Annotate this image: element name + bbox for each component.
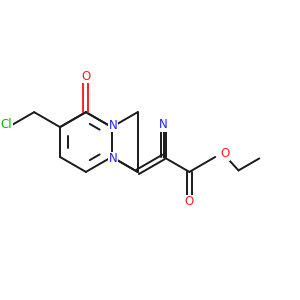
Text: N: N <box>108 152 117 166</box>
Text: Cl: Cl <box>0 118 12 131</box>
Text: O: O <box>81 70 91 83</box>
Text: O: O <box>185 195 194 208</box>
Text: O: O <box>220 148 230 160</box>
Text: N: N <box>108 118 117 132</box>
Text: N: N <box>159 118 168 131</box>
